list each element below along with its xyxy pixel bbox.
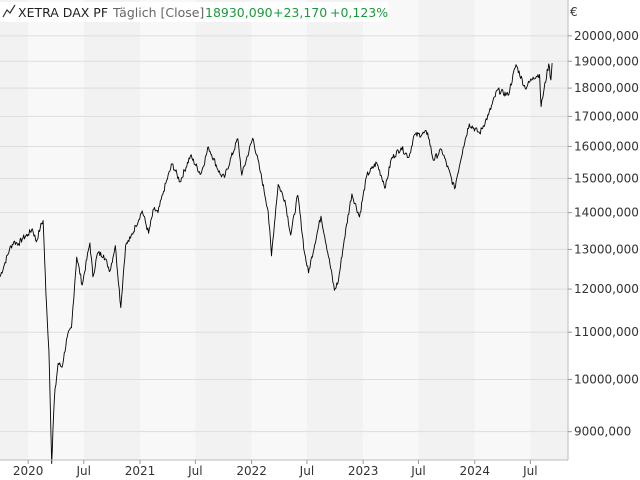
x-tick-label: Jul [522, 464, 537, 478]
x-tick-label: 2022 [236, 464, 267, 478]
y-tick-label: 17000,000 [574, 109, 639, 123]
currency-label: € [570, 5, 578, 19]
y-tick-label: 14000,000 [574, 206, 639, 220]
period-band [418, 0, 475, 460]
x-tick-label: 2023 [348, 464, 379, 478]
x-tick-label: Jul [187, 464, 202, 478]
grid-lines [0, 35, 568, 433]
x-tick-label: 2020 [13, 464, 44, 478]
period-band [195, 0, 252, 460]
header-change-percent: +0,123% [330, 5, 388, 20]
period-band [28, 0, 84, 460]
x-tick-label: Jul [410, 464, 425, 478]
y-tick-label: 15000,000 [574, 171, 639, 185]
x-tick-label: Jul [299, 464, 314, 478]
line-chart-icon [2, 4, 16, 18]
series-line-xetra-dax [0, 63, 553, 464]
y-tick-label: 16000,000 [574, 139, 639, 153]
y-tick-label: 12000,000 [574, 282, 639, 296]
header-interval: Täglich [Close] [112, 5, 204, 20]
period-band [474, 0, 531, 460]
period-band [83, 0, 141, 460]
x-tick-label: Jul [76, 464, 91, 478]
header-instrument: XETRA DAX PF [18, 5, 108, 20]
header-change: +23,170 [273, 5, 327, 20]
period-band [0, 0, 29, 460]
period-band [306, 0, 364, 460]
header-background [0, 2, 388, 22]
y-tick-label: 13000,000 [574, 242, 639, 256]
x-tick-label: 2021 [125, 464, 156, 478]
y-tick-label: 19000,000 [574, 54, 639, 68]
period-band [251, 0, 307, 460]
y-tick-label: 10000,000 [574, 372, 639, 386]
x-axis-ticks: 2020 Jul 2021 Jul 2022 Jul 2023 Jul 2024 Jul [13, 460, 538, 478]
x-tick-label: 2024 [459, 464, 490, 478]
series-layer [0, 63, 553, 464]
period-bands [0, 0, 568, 460]
header-last-value: 18930,090 [205, 5, 273, 20]
y-tick-label: 18000,000 [574, 81, 639, 95]
period-band [363, 0, 419, 460]
y-axis-ticks: 9000,000 10000,000 11000,000 12000,000 13000… [568, 29, 639, 439]
y-tick-label: 9000,000 [574, 425, 631, 439]
y-tick-label: 20000,000 [574, 29, 639, 43]
y-tick-label: 11000,000 [574, 325, 639, 339]
